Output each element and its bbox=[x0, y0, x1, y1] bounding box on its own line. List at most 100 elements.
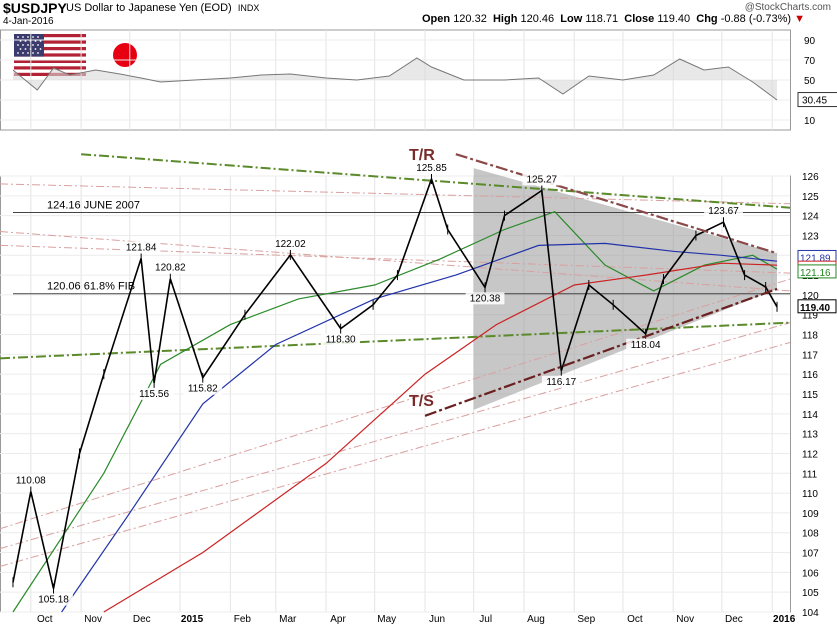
price-label: 110.08 bbox=[16, 476, 46, 487]
price-tick-label: 117 bbox=[802, 350, 818, 361]
rsi-line bbox=[12, 57, 778, 101]
price-label: 118.30 bbox=[326, 335, 356, 346]
support-trendline bbox=[424, 287, 778, 417]
price-tick-label: 113 bbox=[802, 430, 818, 441]
axis-value-label: 119.40 bbox=[800, 303, 830, 314]
horizontal-level-label: 120.06 61.8% FIB bbox=[47, 281, 135, 293]
trend-line bbox=[0, 230, 791, 292]
x-tick-label: Apr bbox=[330, 614, 346, 625]
price-label-bg bbox=[121, 241, 161, 254]
price-label: 105.18 bbox=[38, 595, 69, 606]
price-label: 118.04 bbox=[631, 340, 661, 351]
x-tick-label: Dec bbox=[725, 614, 743, 625]
trend-line bbox=[0, 278, 791, 530]
ma50-line bbox=[12, 211, 778, 613]
rsi-panel: 103050709030.45 bbox=[0, 29, 837, 131]
price-tick-label: 119 bbox=[802, 311, 818, 322]
price-tick-label: 126 bbox=[802, 172, 819, 183]
price-tick-label: 125 bbox=[802, 192, 819, 203]
price-tick-label: 107 bbox=[802, 549, 819, 560]
price-label: 115.82 bbox=[188, 384, 218, 395]
quote-summary: Open 120.32 High 120.46 Low 118.71 Close… bbox=[422, 13, 805, 25]
ma100-line bbox=[61, 242, 778, 613]
trend-line bbox=[0, 322, 791, 550]
rsi-tick-label: 50 bbox=[804, 76, 816, 87]
axis-value-box bbox=[797, 264, 837, 279]
rsi-tick-label: 10 bbox=[804, 116, 816, 127]
price-label: 123.67 bbox=[708, 206, 739, 217]
x-tick-label: Feb bbox=[234, 614, 252, 625]
trend-line bbox=[0, 341, 791, 567]
price-label-bg bbox=[134, 387, 174, 400]
price-panel: Oct Nov Dec 2015 Feb Mar Apr May Jun Jul Aug Sep Oct… bbox=[0, 147, 837, 625]
price-label: 121.84 bbox=[126, 242, 157, 253]
trend-line bbox=[0, 183, 791, 205]
price-label: 125.27 bbox=[527, 174, 558, 185]
price-tick-label: 106 bbox=[802, 568, 819, 579]
x-tick-label: May bbox=[377, 614, 396, 625]
price-label: 116.17 bbox=[546, 377, 576, 388]
chart-header: $USDJPY US Dollar to Japanese Yen (EOD) … bbox=[0, 0, 837, 30]
price-label-bg bbox=[183, 382, 223, 395]
x-tick-label: Jun bbox=[429, 614, 445, 625]
triangle-shading bbox=[473, 168, 778, 410]
price-tick-label: 115 bbox=[802, 390, 818, 401]
price-tick-label: 114 bbox=[802, 410, 818, 421]
down-arrow-icon: ▼ bbox=[794, 13, 805, 25]
x-tick-label: Mar bbox=[279, 614, 297, 625]
x-tick-label: Sep bbox=[577, 614, 595, 625]
price-label: 125.85 bbox=[416, 163, 447, 174]
rsi-tick-label: 90 bbox=[804, 36, 816, 47]
rsi-value-label: 30.45 bbox=[802, 96, 827, 107]
trendline-annotation: T/S bbox=[409, 393, 434, 410]
price-label: 120.38 bbox=[470, 293, 501, 304]
price-tick-label: 112 bbox=[802, 449, 818, 460]
currency-flags bbox=[14, 34, 152, 76]
symbol: $USDJPY bbox=[3, 0, 67, 16]
price-label-bg bbox=[465, 292, 505, 305]
price-tick-label: 123 bbox=[802, 231, 819, 242]
price-label-bg bbox=[522, 173, 562, 186]
price-tick-label: 120 bbox=[802, 291, 819, 302]
horizontal-level-label: 124.16 JUNE 2007 bbox=[47, 199, 140, 211]
axis-value-box bbox=[797, 299, 837, 314]
price-label-bg bbox=[541, 375, 581, 388]
x-tick-label: Dec bbox=[133, 614, 151, 625]
axis-value-label: 121.89 bbox=[800, 253, 831, 264]
x-tick-label: 2015 bbox=[181, 614, 204, 625]
rsi-value-box bbox=[797, 92, 837, 108]
price-label: 122.02 bbox=[275, 239, 306, 250]
price-label-bg bbox=[150, 261, 190, 274]
x-tick-label: Jul bbox=[479, 614, 492, 625]
x-tick-label: Aug bbox=[527, 614, 545, 625]
trendline-annotation: T/R bbox=[409, 147, 435, 164]
date-label: 4-Jan-2016 bbox=[3, 16, 54, 27]
price-tick-label: 116 bbox=[802, 370, 818, 381]
price-label-bg bbox=[34, 593, 73, 606]
brand-watermark: @StockCharts.com bbox=[744, 2, 831, 13]
price-tick-label: 124 bbox=[802, 212, 819, 223]
price-label-bg bbox=[626, 338, 666, 351]
x-tick-label: Oct bbox=[627, 614, 643, 625]
price-tick-label: 111 bbox=[802, 469, 818, 480]
price-label-bg bbox=[270, 237, 310, 250]
x-tick-label: Oct bbox=[37, 614, 53, 625]
price-tick-label: 108 bbox=[802, 529, 819, 540]
x-tick-label: Nov bbox=[676, 614, 694, 625]
price-tick-label: 110 bbox=[802, 489, 818, 500]
x-tick-label: 2016 bbox=[773, 614, 796, 625]
resistance-trendline bbox=[455, 153, 778, 255]
lower-channel-line bbox=[0, 321, 791, 360]
price-label: 120.82 bbox=[155, 263, 186, 274]
ma200-line bbox=[103, 262, 778, 613]
rsi-tick-label: 70 bbox=[804, 56, 816, 67]
price-label: 115.56 bbox=[139, 389, 169, 400]
japan-flag-icon bbox=[98, 34, 152, 76]
price-tick-label: 109 bbox=[802, 509, 819, 520]
axis-value-label: 121.16 bbox=[800, 268, 831, 279]
price-label-bg bbox=[412, 161, 451, 174]
price-tick-label: 104 bbox=[802, 608, 819, 619]
price-label-bg bbox=[704, 205, 743, 218]
upper-channel-line bbox=[81, 153, 791, 209]
